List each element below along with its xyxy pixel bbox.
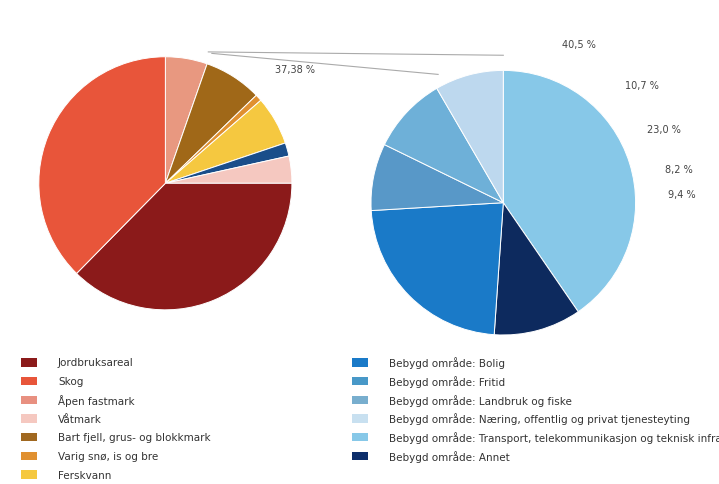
Text: 7,41 %: 7,41 % xyxy=(0,483,1,484)
FancyBboxPatch shape xyxy=(22,452,37,460)
FancyBboxPatch shape xyxy=(22,359,37,367)
Wedge shape xyxy=(437,71,503,203)
Wedge shape xyxy=(165,58,207,184)
Text: Jordbruksareal: Jordbruksareal xyxy=(58,358,134,368)
FancyBboxPatch shape xyxy=(22,470,37,479)
Text: 8,2 %: 8,2 % xyxy=(665,165,693,175)
Text: 6,23 %: 6,23 % xyxy=(0,483,1,484)
Text: 10,7 %: 10,7 % xyxy=(625,80,659,91)
Text: Ferskvann: Ferskvann xyxy=(58,469,111,480)
Wedge shape xyxy=(76,184,292,310)
Text: Skog: Skog xyxy=(58,377,83,386)
Text: 23,0 %: 23,0 % xyxy=(646,124,681,135)
Wedge shape xyxy=(371,203,503,335)
Wedge shape xyxy=(165,96,261,184)
Text: 8,4 %: 8,4 % xyxy=(0,483,1,484)
FancyBboxPatch shape xyxy=(22,396,37,404)
FancyBboxPatch shape xyxy=(352,414,368,423)
FancyBboxPatch shape xyxy=(352,359,368,367)
Text: 3,46 %: 3,46 % xyxy=(0,483,1,484)
Text: Varig snø, is og bre: Varig snø, is og bre xyxy=(58,451,158,461)
FancyBboxPatch shape xyxy=(352,452,368,460)
Wedge shape xyxy=(165,101,285,184)
Text: 37,62 %: 37,62 % xyxy=(0,483,1,484)
Text: Våtmark: Våtmark xyxy=(58,414,102,424)
Text: 37,38 %: 37,38 % xyxy=(275,65,315,75)
FancyBboxPatch shape xyxy=(22,433,37,441)
Wedge shape xyxy=(165,65,256,184)
Text: Bart fjell, grus- og blokkmark: Bart fjell, grus- og blokkmark xyxy=(58,432,211,442)
Text: 40,5 %: 40,5 % xyxy=(562,40,596,50)
FancyBboxPatch shape xyxy=(22,414,37,423)
FancyBboxPatch shape xyxy=(352,377,368,386)
Text: Bebygd område: Landbruk og fiske: Bebygd område: Landbruk og fiske xyxy=(389,394,572,406)
Wedge shape xyxy=(385,89,503,203)
FancyBboxPatch shape xyxy=(352,433,368,441)
Wedge shape xyxy=(494,203,578,335)
Text: 9,4 %: 9,4 % xyxy=(669,190,696,200)
Wedge shape xyxy=(165,157,292,184)
FancyBboxPatch shape xyxy=(352,396,368,404)
Wedge shape xyxy=(39,58,165,274)
Text: 5,35 %: 5,35 % xyxy=(0,483,1,484)
Wedge shape xyxy=(503,71,636,312)
Wedge shape xyxy=(165,144,289,184)
Text: 0,85 %: 0,85 % xyxy=(0,483,1,484)
Text: Bebygd område: Annet: Bebygd område: Annet xyxy=(389,450,510,462)
Text: 1,70 %: 1,70 % xyxy=(0,483,1,484)
Text: Åpen fastmark: Åpen fastmark xyxy=(58,394,134,406)
Text: Bebygd område: Bolig: Bebygd område: Bolig xyxy=(389,357,505,369)
Text: Bebygd område: Fritid: Bebygd område: Fritid xyxy=(389,376,505,387)
FancyBboxPatch shape xyxy=(22,377,37,386)
Text: Bebygd område: Næring, offentlig og privat tjenesteyting: Bebygd område: Næring, offentlig og priv… xyxy=(389,413,690,424)
Text: Bebygd område: Transport, telekommunikasjon og teknisk infrastruktur: Bebygd område: Transport, telekommunikas… xyxy=(389,431,719,443)
Wedge shape xyxy=(371,145,503,211)
